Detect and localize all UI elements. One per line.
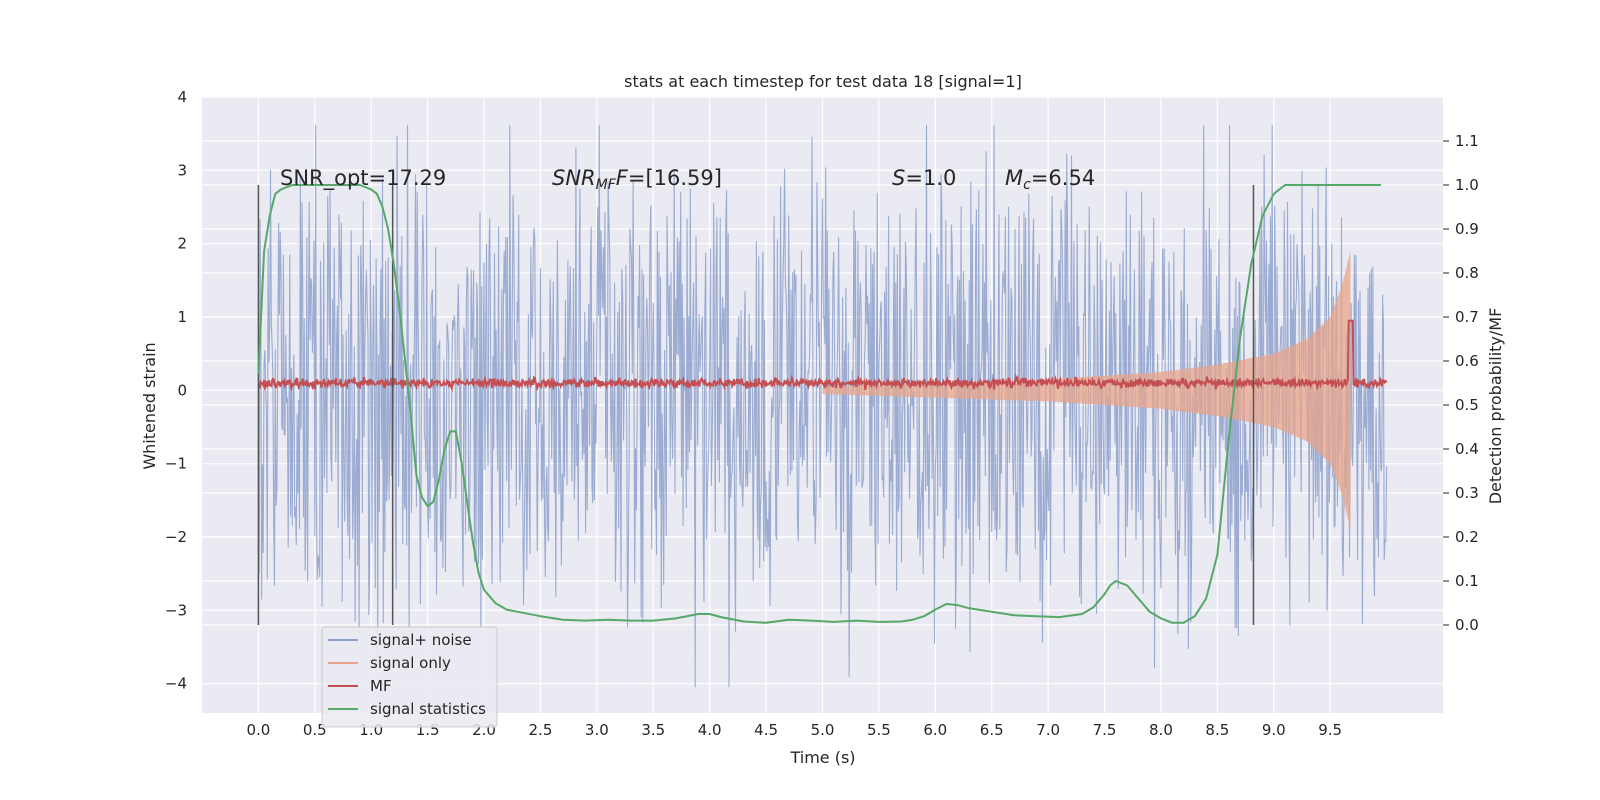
y-right-tick-label: 0.8 <box>1455 264 1479 282</box>
x-tick-label: 8.5 <box>1205 721 1229 739</box>
series-signal-statistics <box>257 184 1381 624</box>
mf-line <box>257 319 1388 392</box>
annotation-s-value: =1.0 <box>905 166 956 190</box>
x-axis-ticks: 0.0 0.5 1.0 1.5 2.0 2.5 3.0 3.5 4.0 4.5 5.0 5.5 6.0 6… <box>246 721 1342 739</box>
y-right-tick-label: 0.5 <box>1455 396 1479 414</box>
y-right-tick-label: 0.1 <box>1455 572 1479 590</box>
x-tick-label: 2.5 <box>529 721 553 739</box>
legend-label-mf: MF <box>370 677 392 695</box>
x-tick-label: 9.0 <box>1262 721 1286 739</box>
annotation-mc-value: =6.54 <box>1031 166 1095 190</box>
annotation-snr-mf-sub: MF <box>596 177 617 193</box>
y-tick-label: −1 <box>165 455 187 473</box>
legend-box <box>321 626 498 728</box>
x-tick-label: 8.0 <box>1149 721 1173 739</box>
legend-label-stats: signal statistics <box>370 700 486 718</box>
x-tick-label: 9.5 <box>1318 721 1342 739</box>
x-tick-label: 6.5 <box>980 721 1004 739</box>
y-right-axis-ticks: 0.0 0.1 0.2 0.3 0.4 0.5 0.6 0.7 0.8 0.9 1.0 1.1 <box>1443 132 1479 634</box>
y-right-tick-label: 0.2 <box>1455 528 1479 546</box>
y-tick-label: 0 <box>177 381 187 399</box>
y-axis-ticks: −4 −3 −2 −1 0 1 2 3 4 <box>165 88 187 693</box>
y-right-axis-label: Detection probability/MF <box>1486 308 1505 505</box>
x-axis-label: Time (s) <box>789 748 855 767</box>
annotation-snr-opt: SNR_opt=17.29 <box>280 166 446 191</box>
annotation-mc-base: M <box>1005 166 1023 190</box>
signal-only-envelope <box>822 251 1351 530</box>
annotations: SNR_opt=17.29 SNRMFF=[16.59] S=1.0 Mc=6.… <box>280 166 1095 193</box>
legend-label-signal: signal only <box>370 654 451 672</box>
x-tick-label: 5.0 <box>811 721 835 739</box>
y-right-tick-label: 0.7 <box>1455 308 1479 326</box>
annotation-snr-mf-f: F <box>616 166 629 190</box>
x-tick-label: 6.0 <box>923 721 947 739</box>
x-tick-label: 7.0 <box>1036 721 1060 739</box>
x-tick-label: 0.0 <box>246 721 270 739</box>
y-axis-label: Whitened strain <box>140 342 159 469</box>
legend: signal+ noise signal only MF signal stat… <box>321 626 498 728</box>
annotation-s-base: S <box>892 166 905 190</box>
x-tick-label: 3.0 <box>585 721 609 739</box>
x-tick-label: 0.5 <box>303 721 327 739</box>
y-tick-label: 2 <box>177 235 187 253</box>
y-tick-label: −2 <box>165 528 187 546</box>
y-right-tick-label: 1.1 <box>1455 132 1479 150</box>
x-tick-label: 4.0 <box>698 721 722 739</box>
x-tick-label: 5.5 <box>867 721 891 739</box>
x-tick-label: 7.5 <box>1093 721 1117 739</box>
signal-statistics-line <box>257 184 1381 624</box>
series-signal-only <box>822 251 1351 530</box>
x-tick-label: 4.5 <box>754 721 778 739</box>
annotation-mc-sub: c <box>1023 177 1031 193</box>
y-tick-label: 1 <box>177 308 187 326</box>
series-mf <box>257 319 1388 392</box>
y-tick-label: −3 <box>165 601 187 619</box>
legend-label-noise: signal+ noise <box>370 631 472 649</box>
annotation-snr-mf-base: SNR <box>552 166 596 190</box>
y-tick-label: 3 <box>177 161 187 179</box>
y-tick-label: −4 <box>165 675 187 693</box>
y-right-tick-label: 1.0 <box>1455 176 1479 194</box>
annotation-snr-mf: SNRMFF=[16.59] <box>552 166 722 193</box>
y-right-tick-label: 0.3 <box>1455 484 1479 502</box>
annotation-s: S=1.0 <box>892 166 956 190</box>
x-tick-label: 3.5 <box>641 721 665 739</box>
y-right-tick-label: 0.4 <box>1455 440 1479 458</box>
chart-title: stats at each timestep for test data 18 … <box>624 72 1022 91</box>
annotation-snr-mf-value: =[16.59] <box>628 166 722 190</box>
y-right-tick-label: 0.9 <box>1455 220 1479 238</box>
annotation-mc: Mc=6.54 <box>1005 166 1095 193</box>
y-right-tick-label: 0.6 <box>1455 352 1479 370</box>
y-tick-label: 4 <box>177 88 187 106</box>
y-right-tick-label: 0.0 <box>1455 616 1479 634</box>
